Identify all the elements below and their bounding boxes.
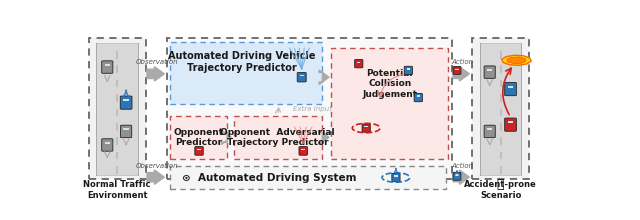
FancyBboxPatch shape (355, 59, 363, 68)
Text: Accident-prone
Scenario: Accident-prone Scenario (464, 180, 537, 200)
FancyBboxPatch shape (332, 48, 448, 159)
Bar (487, 69, 492, 71)
FancyBboxPatch shape (120, 96, 132, 109)
Text: Opponent
Predictor: Opponent Predictor (173, 128, 224, 147)
FancyArrow shape (319, 70, 329, 84)
FancyBboxPatch shape (362, 124, 371, 132)
Bar (197, 149, 201, 150)
Bar (104, 64, 110, 66)
Bar (104, 142, 110, 144)
Text: ⊙  Automated Driving System: ⊙ Automated Driving System (182, 172, 356, 183)
Text: Automated Driving Vehicle
Trajectory Predictor: Automated Driving Vehicle Trajectory Pre… (168, 51, 316, 73)
Bar (456, 68, 458, 70)
FancyArrow shape (319, 130, 329, 145)
Text: Action: Action (451, 59, 474, 65)
Bar (406, 68, 410, 70)
FancyArrow shape (453, 170, 469, 184)
Bar (456, 174, 458, 176)
Text: Normal Traffic
Environment: Normal Traffic Environment (83, 180, 151, 200)
Text: Opponent  Adversarial
Trajectory Predictor: Opponent Adversarial Trajectory Predicto… (220, 128, 335, 147)
FancyArrow shape (453, 67, 469, 81)
Bar (357, 62, 360, 63)
FancyBboxPatch shape (299, 147, 307, 155)
Text: Observation: Observation (136, 163, 179, 169)
FancyBboxPatch shape (102, 61, 113, 73)
Bar (301, 149, 305, 150)
FancyBboxPatch shape (195, 147, 204, 155)
FancyBboxPatch shape (102, 139, 113, 151)
FancyBboxPatch shape (505, 82, 516, 96)
Text: Potential
Collision
Judgement: Potential Collision Judgement (362, 69, 417, 99)
FancyBboxPatch shape (453, 66, 461, 74)
FancyBboxPatch shape (234, 116, 321, 159)
Bar (487, 128, 492, 130)
FancyBboxPatch shape (297, 73, 306, 82)
FancyBboxPatch shape (170, 116, 227, 159)
FancyArrow shape (147, 67, 164, 81)
FancyBboxPatch shape (120, 125, 132, 138)
Text: Action: Action (451, 163, 474, 169)
Bar (480, 43, 522, 176)
Bar (417, 95, 420, 97)
Bar (97, 43, 138, 176)
Bar (300, 75, 303, 76)
Bar (124, 99, 129, 101)
Text: Observation: Observation (136, 59, 179, 65)
FancyBboxPatch shape (392, 173, 400, 182)
Text: 🚘: 🚘 (497, 178, 504, 191)
Text: Extra Input: Extra Input (293, 106, 332, 112)
FancyBboxPatch shape (484, 125, 495, 138)
FancyBboxPatch shape (167, 38, 452, 179)
FancyBboxPatch shape (484, 66, 495, 78)
FancyBboxPatch shape (170, 42, 321, 104)
FancyBboxPatch shape (89, 38, 146, 179)
FancyBboxPatch shape (453, 172, 461, 180)
FancyBboxPatch shape (170, 166, 445, 189)
Bar (365, 126, 368, 127)
FancyBboxPatch shape (404, 66, 412, 75)
Bar (394, 176, 397, 177)
FancyBboxPatch shape (505, 118, 516, 131)
FancyBboxPatch shape (472, 38, 529, 179)
FancyArrow shape (147, 170, 164, 184)
FancyArrow shape (221, 130, 231, 145)
Bar (508, 121, 513, 123)
FancyBboxPatch shape (414, 93, 422, 102)
Bar (124, 128, 129, 130)
Bar (508, 86, 513, 88)
